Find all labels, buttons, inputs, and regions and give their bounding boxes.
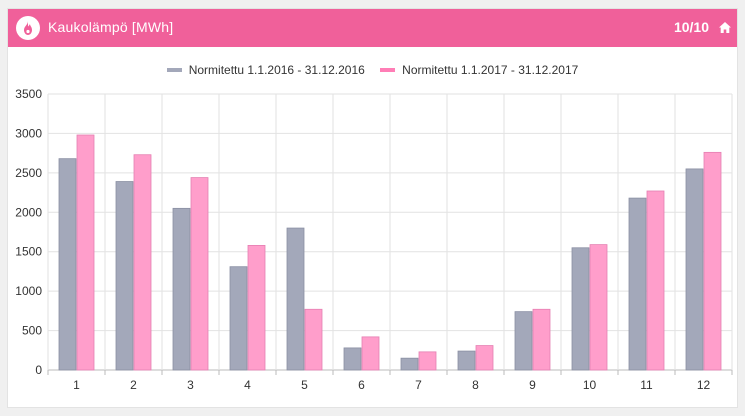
bar-2017 [646, 190, 665, 371]
bar-2017 [133, 154, 152, 371]
bar-2017 [304, 308, 323, 371]
y-tick-label: 500 [22, 324, 42, 338]
legend-swatch-2017 [380, 67, 396, 72]
bar-2016 [514, 311, 533, 371]
bar-2016 [628, 197, 647, 371]
bar-2016 [172, 207, 191, 371]
y-tick-label: 1500 [15, 245, 42, 259]
bar-2016 [115, 181, 134, 371]
bar-2016 [571, 247, 590, 371]
y-tick-label: 2000 [15, 205, 42, 219]
x-tick-label: 1 [73, 378, 80, 392]
x-tick-label: 6 [358, 378, 365, 392]
panel-title: Kaukolämpö [MWh] [48, 19, 174, 35]
flame-icon [16, 16, 40, 40]
bar-2017 [532, 308, 551, 371]
bar-2016 [286, 227, 305, 371]
x-tick-label: 12 [697, 378, 711, 392]
bar-2017 [247, 245, 266, 371]
x-tick-label: 7 [415, 378, 422, 392]
bar-2016 [685, 168, 704, 371]
bar-2017 [190, 177, 209, 371]
y-tick-label: 3000 [15, 126, 42, 140]
legend-label-2016: Normitettu 1.1.2016 - 31.12.2016 [188, 63, 365, 77]
legend-swatch-2016 [166, 67, 182, 72]
x-tick-label: 8 [472, 378, 479, 392]
bar-2017 [475, 345, 494, 371]
bar-2017 [589, 244, 608, 371]
chart-legend: Normitettu 1.1.2016 - 31.12.2016 Normite… [8, 63, 737, 77]
legend-label-2017: Normitettu 1.1.2017 - 31.12.2017 [402, 63, 579, 77]
x-tick-label: 4 [244, 378, 251, 392]
bar-2017 [418, 351, 437, 371]
x-tick-label: 10 [583, 378, 597, 392]
y-tick-label: 0 [35, 363, 42, 377]
bar-2016 [229, 266, 248, 371]
y-tick-label: 1000 [15, 284, 42, 298]
x-tick-label: 5 [301, 378, 308, 392]
x-tick-label: 11 [640, 378, 653, 392]
legend-item-2017[interactable]: Normitettu 1.1.2017 - 31.12.2017 [380, 63, 578, 77]
x-tick-label: 9 [529, 378, 536, 392]
panel-header: Kaukolämpö [MWh] 10/10 [8, 9, 737, 47]
chart-panel: Kaukolämpö [MWh] 10/10 Normitettu 1.1.20… [7, 8, 738, 408]
x-tick-label: 2 [130, 378, 137, 392]
bar-2016 [343, 347, 362, 371]
legend-item-2016[interactable]: Normitettu 1.1.2016 - 31.12.2016 [166, 63, 365, 77]
x-tick-label: 3 [187, 378, 194, 392]
bar-2017 [361, 336, 380, 371]
page-counter: 10/10 [673, 19, 709, 35]
bar-2016 [58, 158, 77, 371]
y-tick-label: 2500 [15, 166, 42, 180]
y-tick-label: 3500 [15, 87, 42, 101]
bar-2016 [400, 357, 419, 371]
bar-2017 [703, 151, 722, 371]
home-icon[interactable] [719, 20, 731, 38]
bar-2016 [457, 350, 476, 371]
bar-2017 [76, 134, 95, 371]
